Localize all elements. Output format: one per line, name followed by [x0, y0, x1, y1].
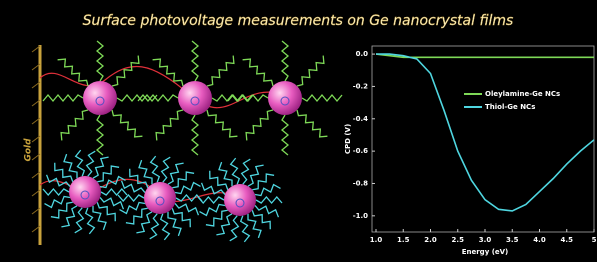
y-tick-label: 0.0: [356, 50, 369, 58]
y-tick-label: -0.2: [353, 82, 368, 90]
y-tick-label: -1.0: [353, 212, 368, 220]
x-tick-label: 3.5: [506, 236, 519, 244]
nanocrystal: [178, 81, 212, 115]
y-tick-label: -0.4: [353, 115, 368, 123]
x-axis-label: Energy (eV): [462, 248, 509, 256]
electrode-label: Gold: [24, 138, 34, 162]
y-tick-label: -0.8: [353, 179, 368, 187]
x-tick-label: 5: [592, 236, 597, 244]
plot-frame: [372, 46, 594, 232]
x-tick-label: 1.0: [370, 236, 383, 244]
legend-label: Thiol-Ge NCs: [485, 103, 535, 111]
x-tick-label: 3.0: [479, 236, 492, 244]
title: Surface photovoltage measurements on Ge …: [83, 13, 514, 29]
x-tick-label: 2.0: [424, 236, 437, 244]
nanocrystal: [268, 81, 302, 115]
nanocrystal: [144, 182, 176, 214]
legend-label: Oleylamine-Ge NCs: [485, 90, 560, 98]
nanocrystal: [69, 176, 101, 208]
x-tick-label: 1.5: [397, 236, 410, 244]
y-tick-label: -0.6: [353, 147, 368, 155]
x-tick-label: 4.0: [533, 236, 546, 244]
y-axis-label: CPD (V): [344, 124, 352, 154]
nanocrystal: [83, 81, 117, 115]
x-tick-label: 2.5: [452, 236, 465, 244]
nanocrystal: [224, 184, 256, 216]
plot-area: 0.0 -0.2 -0.4 -0.6 -0.8 -1.0 1.0 1.5 2.0 2.5 3.0 3.…: [344, 46, 597, 256]
x-tick-label: 4.5: [561, 236, 574, 244]
figure: Surface photovoltage measurements on Ge …: [0, 0, 597, 262]
